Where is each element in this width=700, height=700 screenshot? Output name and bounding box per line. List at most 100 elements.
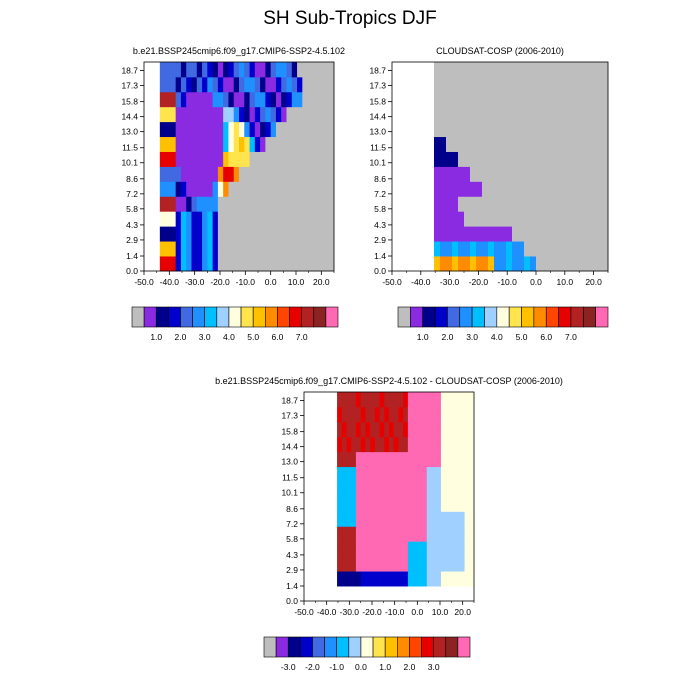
heatmap-cell	[417, 421, 423, 438]
colorbar-label: -2.0	[305, 662, 320, 672]
heatmap-cell	[464, 406, 470, 423]
heatmap-cell	[422, 406, 428, 423]
heatmap-cell	[328, 226, 335, 242]
panel-model: b.e21.BSSP245cmip6.f09_g17.CMIP6-SSP2-4.…	[121, 46, 345, 342]
heatmap-cell	[436, 451, 442, 468]
heatmap-cell	[459, 466, 465, 482]
colorbar-label: 4.0	[223, 332, 235, 342]
y-tick-label: 2.9	[126, 235, 138, 245]
heatmap-cell	[351, 392, 357, 408]
heatmap-cell	[506, 241, 513, 257]
heatmap-cell	[450, 421, 456, 438]
heatmap-cell	[212, 106, 219, 123]
heatmap-cell	[578, 256, 585, 272]
x-tick-label: -10.0	[236, 277, 256, 287]
heatmap-cell	[175, 226, 182, 242]
heatmap-cell	[455, 496, 461, 512]
heatmap-cell	[459, 526, 465, 542]
heatmap-cell	[464, 136, 471, 152]
heatmap-cell	[374, 392, 380, 408]
heatmap-cell	[175, 91, 182, 108]
heatmap-cell	[482, 151, 489, 167]
heatmap-cell	[175, 62, 182, 78]
heatmap-cell	[341, 511, 347, 527]
heatmap-cell	[244, 196, 250, 212]
heatmap-cell	[476, 76, 483, 93]
heatmap-cell	[512, 226, 519, 242]
heatmap-cell	[572, 151, 579, 167]
heatmap-cell	[360, 496, 366, 512]
colorbar-swatch	[264, 306, 278, 328]
heatmap-cell	[464, 196, 471, 212]
heatmap-cell	[450, 392, 456, 408]
heatmap-cell	[602, 256, 609, 272]
heatmap-cell	[554, 136, 561, 152]
heatmap-cell	[512, 91, 519, 108]
heatmap-cell	[297, 211, 303, 227]
heatmap-cell	[422, 436, 428, 453]
heatmap-cell	[307, 136, 314, 152]
heatmap-cell	[470, 62, 477, 78]
heatmap-cell	[412, 466, 418, 482]
x-tick-label: -30.0	[340, 607, 360, 617]
heatmap-cell	[374, 481, 380, 497]
heatmap-cell	[518, 76, 525, 93]
heatmap-cell	[207, 136, 214, 152]
heatmap-cell	[398, 556, 404, 572]
heatmap-cell	[518, 181, 525, 197]
heatmap-cell	[265, 151, 272, 167]
heatmap-cell	[554, 211, 561, 227]
heatmap-cell	[407, 556, 414, 572]
colorbar-swatch	[434, 306, 448, 328]
colorbar-swatch	[410, 306, 424, 328]
heatmap-cell	[196, 106, 203, 123]
heatmap-cell	[403, 541, 409, 557]
heatmap-cell	[482, 241, 489, 257]
heatmap-cell	[365, 406, 371, 423]
heatmap-cell	[572, 196, 579, 212]
heatmap-cell	[578, 226, 585, 242]
heatmap-cell	[422, 481, 428, 497]
heatmap-cell	[191, 256, 198, 272]
heatmap-cell	[233, 151, 240, 167]
heatmap-cell	[389, 541, 395, 557]
heatmap-cell	[233, 256, 240, 272]
heatmap-cell	[578, 91, 585, 108]
colorbar-swatch	[131, 306, 145, 328]
heatmap-cell	[191, 211, 198, 227]
y-tick-label: 0.0	[126, 266, 138, 276]
heatmap-cell	[323, 136, 330, 152]
heatmap-cell	[455, 556, 461, 572]
heatmap-cell	[506, 91, 513, 108]
heatmap-cell	[159, 151, 166, 167]
heatmap-cell	[270, 76, 277, 93]
heatmap-cell	[180, 181, 187, 197]
heatmap-cell	[407, 421, 414, 438]
heatmap-cell	[346, 481, 352, 497]
x-tick-label: -10.0	[498, 277, 518, 287]
heatmap-cell	[233, 62, 240, 78]
heatmap-cell	[233, 136, 240, 152]
heatmap-cell	[488, 241, 495, 257]
heatmap-cell	[417, 392, 423, 408]
heatmap-cell	[365, 481, 371, 497]
heatmap-cell	[180, 91, 187, 108]
heatmap-cell	[291, 151, 298, 167]
heatmap-cell	[426, 392, 432, 408]
heatmap-cell	[365, 451, 371, 468]
heatmap-cell	[536, 106, 543, 123]
heatmap-cell	[286, 196, 293, 212]
heatmap-cell	[542, 226, 549, 242]
colorbar-swatch	[155, 306, 169, 328]
heatmap-cell	[464, 496, 470, 512]
heatmap-cell	[286, 256, 293, 272]
heatmap-cell	[212, 151, 219, 167]
heatmap-cell	[554, 151, 561, 167]
heatmap-cell	[270, 211, 277, 227]
heatmap-cell	[207, 241, 214, 257]
heatmap-cell	[165, 76, 171, 93]
panel-title: b.e21.BSSP245cmip6.f09_g17.CMIP6-SSP2-4.…	[215, 376, 563, 386]
heatmap-cell	[458, 76, 465, 93]
heatmap-cell	[459, 436, 465, 453]
